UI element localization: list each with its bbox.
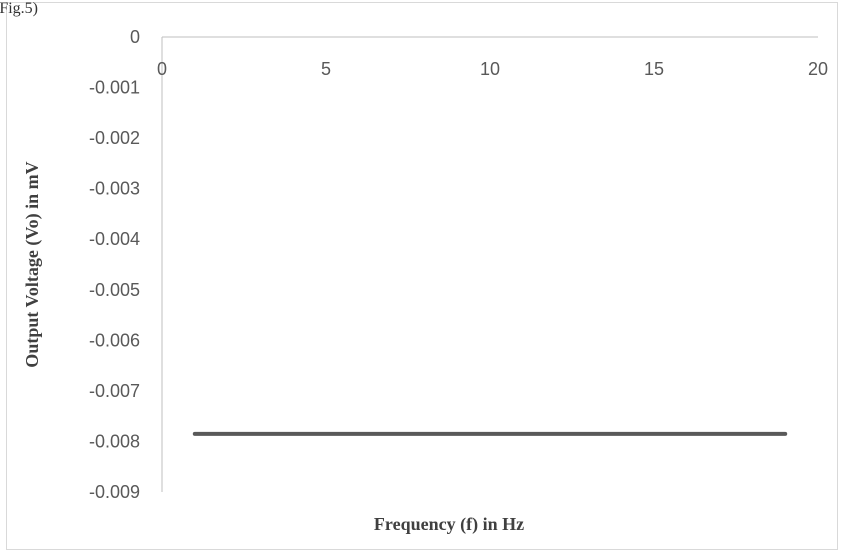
x-tick-label: 5 [321,59,331,79]
x-tick-labels: 0 5 10 15 20 [157,59,828,79]
x-tick-label: 15 [644,59,664,79]
chart-frame [6,2,838,550]
y-tick-label: -0.008 [89,431,140,451]
y-tick-label: -0.009 [89,482,140,502]
y-tick-label: -0.005 [89,280,140,300]
y-tick-label: -0.006 [89,330,140,350]
y-axis-title: Output Voltage (Vo) in mV [22,161,43,367]
x-tick-label: 0 [157,59,167,79]
y-tick-label: -0.003 [89,179,140,199]
y-tick-label: -0.004 [89,229,140,249]
header-fragment: (Fig.5) [0,0,38,17]
y-tick-label: -0.007 [89,381,140,401]
y-tick-labels: 0 -0.001 -0.002 -0.003 -0.004 -0.005 -0.006 -0.… [89,27,140,502]
x-tick-label: 20 [808,59,828,79]
y-tick-label: -0.002 [89,128,140,148]
y-tick-label: 0 [130,27,140,47]
x-tick-label: 10 [480,59,500,79]
x-axis-title: Frequency (f) in Hz [374,514,524,535]
y-tick-label: -0.001 [89,78,140,98]
